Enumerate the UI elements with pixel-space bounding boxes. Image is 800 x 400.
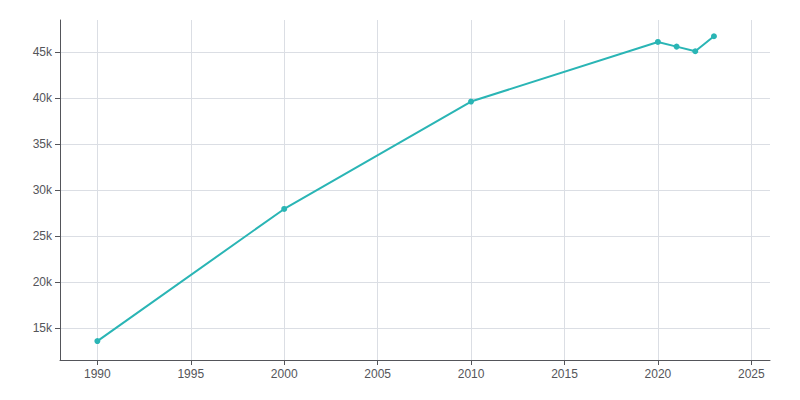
svg-text:2005: 2005	[364, 367, 391, 381]
svg-text:1995: 1995	[177, 367, 204, 381]
svg-text:20k: 20k	[33, 275, 53, 289]
svg-text:35k: 35k	[33, 137, 53, 151]
svg-text:40k: 40k	[33, 91, 53, 105]
svg-text:25k: 25k	[33, 229, 53, 243]
svg-text:1990: 1990	[84, 367, 111, 381]
svg-text:2015: 2015	[551, 367, 578, 381]
svg-text:2000: 2000	[271, 367, 298, 381]
svg-text:15k: 15k	[33, 321, 53, 335]
svg-text:45k: 45k	[33, 45, 53, 59]
svg-text:2025: 2025	[738, 367, 765, 381]
svg-text:30k: 30k	[33, 183, 53, 197]
svg-text:2020: 2020	[645, 367, 672, 381]
svg-text:2010: 2010	[458, 367, 485, 381]
